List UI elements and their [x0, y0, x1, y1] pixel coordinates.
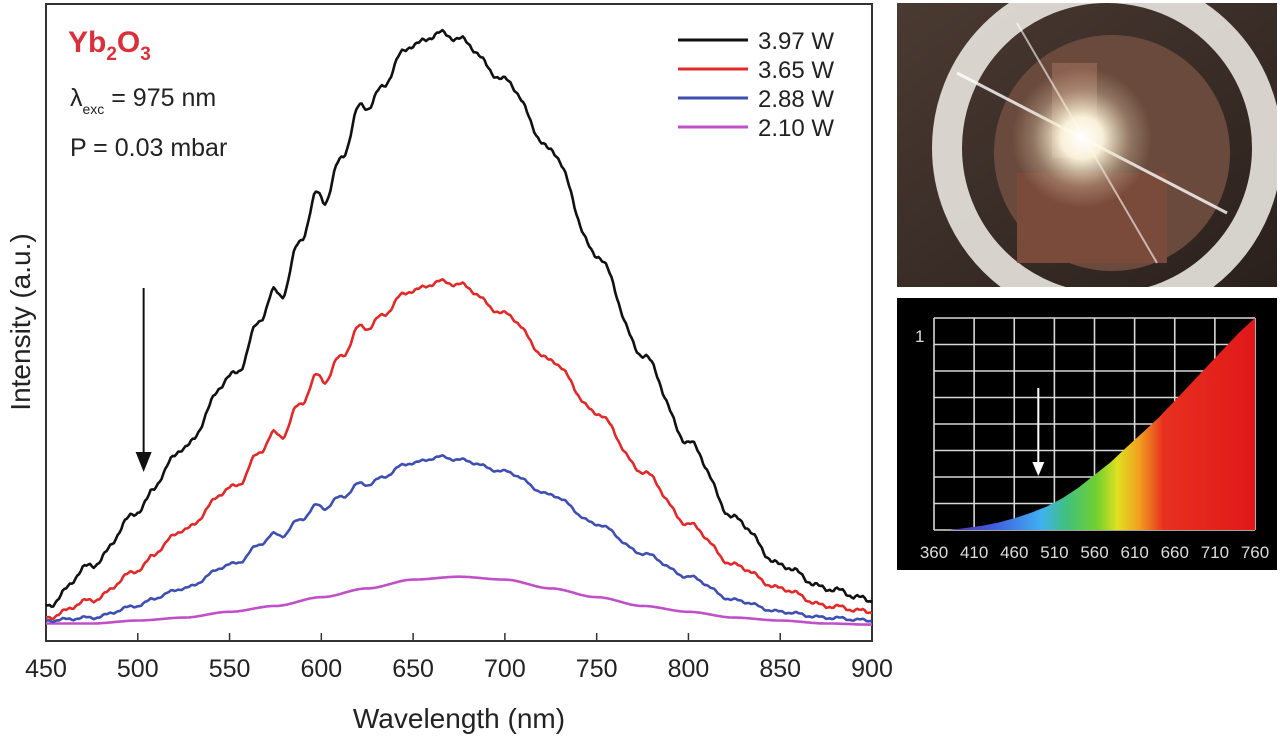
spectrum-x-tick: 560 — [1080, 543, 1108, 562]
series-lines — [45, 28, 873, 626]
spectrum-x-tick: 510 — [1040, 543, 1068, 562]
x-tick-label: 600 — [300, 655, 342, 683]
series-line — [46, 575, 872, 626]
legend-label: 3.97 W — [758, 28, 834, 55]
emission-line-chart: 450 500 550 600 650 700 750 800 850 900 Yb2O3 λex… — [5, 3, 893, 734]
legend-label: 3.65 W — [758, 57, 834, 84]
spectrum-x-tick: 660 — [1161, 543, 1189, 562]
legend: 3.97 W3.65 W2.88 W2.10 W — [678, 28, 834, 142]
legend-label: 2.88 W — [758, 86, 834, 113]
spectrum-x-tick-labels: 360 410 460 510 560 610 660 710 760 — [920, 543, 1269, 562]
x-tick-label: 450 — [25, 655, 67, 683]
spectrum-y-tick-label: 1 — [915, 327, 924, 346]
x-axis-ticks — [45, 633, 873, 641]
x-tick-label: 850 — [759, 655, 801, 683]
x-tick-label: 800 — [668, 655, 710, 683]
x-tick-label: 900 — [851, 655, 893, 683]
series-line — [45, 28, 873, 608]
pressure-annotation: P = 0.03 mbar — [70, 134, 227, 162]
x-axis-label: Wavelength (nm) — [353, 703, 565, 734]
spectrum-area — [950, 318, 1255, 530]
spectrum-x-tick: 360 — [920, 543, 948, 562]
plot-frame — [45, 3, 873, 642]
spectrum-x-tick: 460 — [1000, 543, 1028, 562]
x-tick-label: 700 — [484, 655, 526, 683]
spectrum-chart: 1 360 410 460 510 560 610 660 710 760 — [897, 298, 1277, 570]
series-line — [45, 277, 873, 621]
spectrum-x-tick: 710 — [1201, 543, 1229, 562]
series-line — [45, 454, 873, 624]
spectrum-arrow — [1032, 388, 1045, 476]
spectrum-x-tick: 610 — [1120, 543, 1148, 562]
x-tick-label: 750 — [576, 655, 618, 683]
spectrum-x-tick: 760 — [1241, 543, 1269, 562]
legend-label: 2.10 W — [758, 115, 834, 142]
arrow-annotation — [135, 288, 152, 472]
sample-photo — [897, 3, 1277, 287]
x-axis-tick-labels: 450 500 550 600 650 700 750 800 850 900 — [25, 655, 893, 683]
x-tick-label: 650 — [392, 655, 434, 683]
x-tick-label: 550 — [209, 655, 251, 683]
excitation-annotation: λexc = 975 nm — [70, 84, 216, 117]
glow-spot — [1012, 68, 1152, 208]
spectrum-x-tick: 410 — [960, 543, 988, 562]
y-axis-label: Intensity (a.u.) — [5, 233, 36, 410]
sample-title: Yb2O3 — [68, 26, 151, 65]
x-tick-label: 500 — [117, 655, 159, 683]
